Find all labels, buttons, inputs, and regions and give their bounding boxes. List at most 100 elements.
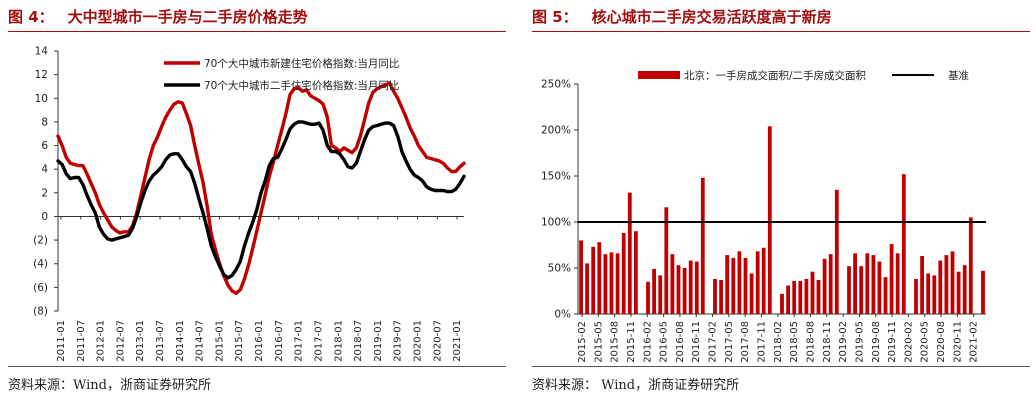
x-tick-label: 2018-08: [805, 321, 816, 363]
bar: [968, 217, 973, 314]
left-figure-number: 图 4：: [8, 8, 54, 26]
bar: [932, 275, 937, 314]
x-tick-label: 2019-01: [373, 320, 384, 362]
x-tick-label: 2015-07: [234, 320, 245, 362]
y-tick-label: (8): [33, 306, 48, 318]
x-tick-label: 2021-02: [969, 321, 980, 363]
y-tick-label: 14: [35, 46, 49, 58]
x-tick-label: 2018-02: [773, 321, 784, 363]
bar: [883, 277, 888, 314]
bar: [871, 255, 876, 314]
left-source-rule: [8, 366, 506, 367]
bar: [615, 253, 620, 314]
bar: [713, 279, 717, 314]
right-figure-title: 图 5： 核心城市二手房交易活跃度高于新房: [532, 6, 832, 27]
x-tick-label: 2011-07: [76, 320, 87, 362]
bar: [621, 233, 626, 314]
x-tick-label: 2017-01: [294, 320, 305, 362]
bar: [682, 268, 687, 314]
y-tick-label: 8: [41, 116, 48, 128]
bar: [646, 281, 650, 314]
x-tick-label: 2018-01: [333, 320, 344, 362]
x-tick-label: 2016-01: [254, 320, 265, 362]
x-tick-label: 2014-01: [175, 320, 186, 362]
bar: [786, 285, 790, 314]
bar: [658, 275, 663, 314]
bar: [688, 260, 693, 314]
x-tick-label: 2020-07: [432, 320, 443, 362]
bar: [603, 254, 608, 314]
bar: [676, 265, 681, 314]
legend-label-bars: 北京：一手房成交面积/二手房成交面积: [684, 69, 867, 82]
x-tick-label: 2020-01: [412, 320, 423, 362]
bar: [585, 263, 589, 314]
bar: [816, 280, 821, 314]
x-tick-label: 2012-07: [115, 320, 126, 362]
x-tick-label: 2017-07: [313, 320, 324, 362]
bar: [743, 257, 748, 314]
y-tick-label: (2): [33, 235, 48, 247]
bar: [609, 252, 614, 314]
left-figure-title: 图 4： 大中型城市一手房与二手房价格走势: [8, 6, 308, 27]
bar: [810, 271, 815, 314]
y-tick-label: 200%: [541, 125, 571, 137]
left-figure-panel: 图 4： 大中型城市一手房与二手房价格走势 14 12 10 8 6 4 2 0 (2) (4) (6…: [0, 0, 512, 401]
left-figure-title-text: 大中型城市一手房与二手房价格走势: [67, 8, 308, 26]
x-tick-label: 2017-02: [708, 321, 719, 363]
bar: [950, 251, 955, 314]
bar: [859, 266, 864, 314]
bar: [767, 126, 772, 314]
bar: [597, 242, 602, 314]
bar: [901, 174, 906, 314]
right-source-rule: [532, 366, 1030, 367]
x-tick-label: 2020-05: [920, 321, 931, 363]
bar: [664, 207, 669, 314]
bar: [956, 271, 961, 314]
bar: [938, 260, 943, 314]
x-tick-label: 2018-07: [353, 320, 364, 362]
line-chart: 14 12 10 8 6 4 2 0 (2) (4) (6) (8) 2011-01 2011-07 201…: [33, 46, 466, 362]
left-title-rule: [8, 31, 506, 32]
x-tick-label: 2017-11: [757, 321, 768, 363]
bar: [962, 265, 967, 314]
x-tick-label: 2021-01: [452, 320, 463, 362]
x-tick-label: 2015-01: [214, 320, 225, 362]
bar-chart: 0% 50% 100% 150% 200% 250% 2015-02 2015-05 2015-…: [541, 69, 986, 363]
y-tick-label: 10: [35, 93, 48, 105]
bar: [920, 256, 924, 314]
bar: [591, 246, 596, 314]
x-tick-label: 2018-05: [789, 321, 800, 363]
left-source-note: 资料来源：Wind，浙商证券研究所: [8, 378, 211, 393]
x-tick-label: 2016-08: [675, 321, 686, 363]
x-tick-label: 2020-02: [903, 321, 914, 363]
x-tick-label: 2020-08: [936, 321, 947, 363]
bar: [737, 251, 742, 314]
bar: [780, 293, 784, 314]
x-tick-label: 2016-11: [691, 321, 702, 363]
x-tick-label: 2019-08: [871, 321, 882, 363]
y-tick-label: 250%: [541, 79, 571, 91]
bar: [981, 270, 985, 314]
x-tick-label: 2013-01: [135, 320, 146, 362]
bar: [652, 268, 656, 314]
x-tick-label: 2019-05: [854, 321, 865, 363]
y-tick-label: 12: [35, 69, 48, 81]
bar: [914, 279, 918, 314]
x-tick-label: 2020-11: [952, 321, 963, 363]
legend-label-2: 70个大中城市二手住宅价格指数:当月同比: [204, 79, 399, 92]
bar: [804, 279, 809, 314]
right-figure-title-text: 核心城市二手房交易活跃度高于新房: [591, 8, 832, 26]
y-tick-label: 0%: [554, 309, 571, 321]
bar: [725, 255, 730, 314]
x-tick-label: 2018-11: [822, 321, 833, 363]
x-tick-label: 2019-02: [838, 321, 849, 363]
second-hand-price-series-line: [56, 120, 466, 280]
right-source-note: 资料来源： Wind，浙商证券研究所: [532, 378, 740, 393]
bar: [895, 253, 900, 314]
x-tick-label: 2012-01: [96, 320, 107, 362]
bar: [822, 258, 827, 314]
bar: [828, 254, 833, 314]
x-tick-label: 2015-05: [593, 321, 604, 363]
bar: [731, 257, 736, 314]
y-tick-label: 50%: [548, 263, 571, 275]
